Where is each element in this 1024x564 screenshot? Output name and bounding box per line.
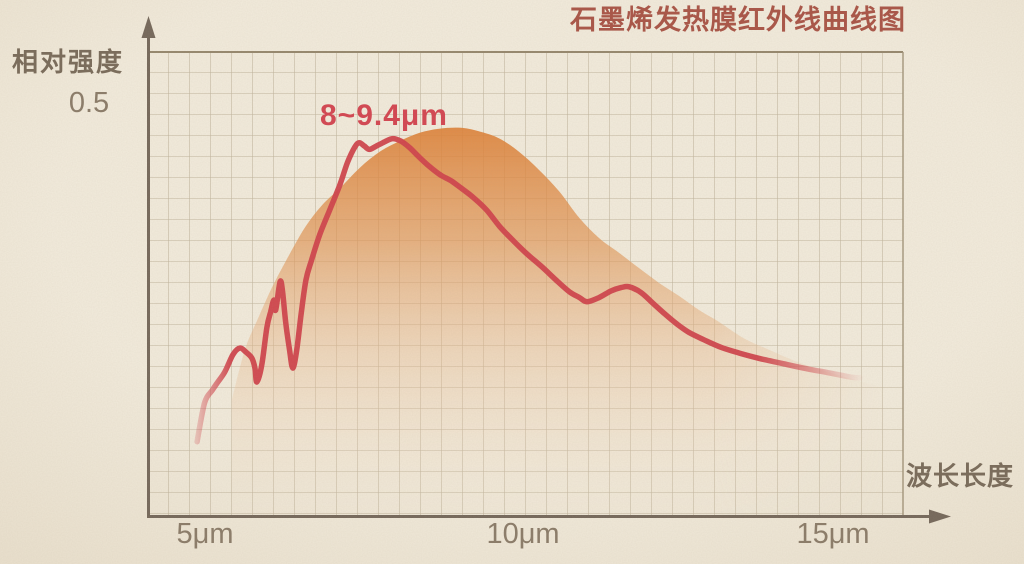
x-axis-tick-5um: 5μm [176,518,234,550]
peak-range-annotation: 8~9.4μm [320,99,448,132]
y-axis-label: 相对强度 [12,47,125,77]
y-axis-tick-0.5: 0.5 [68,87,110,119]
x-axis-tick-15um: 15μm [796,518,870,550]
x-axis-tick-10um: 10μm [486,518,560,550]
x-axis-label: 波长长度 [906,461,1015,491]
chart-title: 石墨烯发热膜红外线曲线图 [570,5,906,35]
